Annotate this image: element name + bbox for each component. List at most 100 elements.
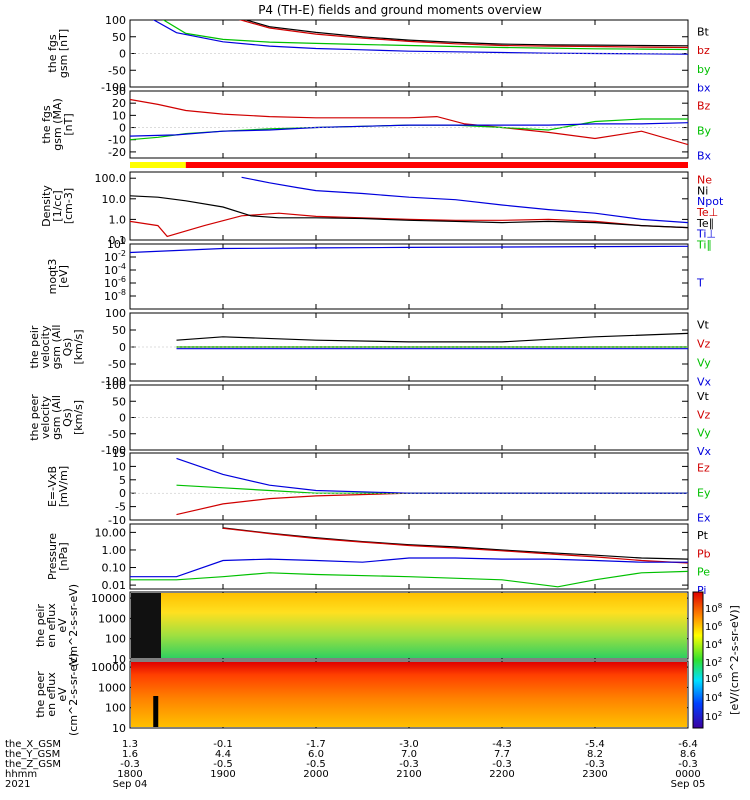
y-axis-label: Density [40,185,53,227]
panel-frame [129,452,689,521]
colorbar [692,591,704,729]
spectrogram-electron-gap [153,696,159,727]
y-axis-label: [nT] [62,113,75,135]
y-tick-label: 1.00 [102,544,127,557]
spectrogram-ion-dark-region [131,593,161,658]
y-tick-label: 10.0 [102,193,127,206]
y-tick-label: -10 [108,514,126,527]
y-axis-label: (cm^2-s-sr-eV) [67,584,80,667]
time-axis-value: -0.3 [120,759,140,770]
y-tick-label: -20 [108,146,126,159]
y-tick-label: -50 [108,358,126,371]
legend-Vy: Vy [697,427,711,440]
y-tick-label: 10.00 [95,526,127,539]
legend-Bx: Bx [697,150,712,163]
y-tick-label: 15 [112,447,126,460]
legend-bx: bx [697,82,711,95]
time-axis-value: 7.7 [494,749,510,760]
y-axis-label: the fgs [40,105,53,143]
y-tick-label: 0.01 [102,579,127,592]
chart-title: P4 (TH-E) fields and ground moments over… [258,3,542,17]
series-Ni-line [130,195,688,229]
legend-Vx: Vx [697,445,712,458]
y-axis-label: moqt3 [46,259,59,295]
y-tick-label: 1000 [98,681,126,694]
legend-Pi: Pi [697,584,706,597]
y-axis-label: [cm-3] [62,188,75,224]
legend-By: By [697,125,712,138]
y-axis-label: the peer [28,394,41,441]
y-axis-label: the peir [28,325,41,368]
time-axis-value: 8.2 [587,749,603,760]
legend-by: by [697,63,711,76]
time-axis-value: -0.5 [306,759,326,770]
series-by-line [162,20,688,51]
colorbar-tick-label: 102 [705,710,722,723]
spectrogram-ion [131,593,687,658]
time-axis-value: -4.3 [492,739,512,750]
time-axis-value: 1800 [117,769,142,780]
y-axis-label: [km/s] [72,329,85,364]
panel-frame [129,523,689,590]
spectrogram-electron [131,662,687,727]
y-axis-label: the fgs [46,34,59,72]
legend-Bz: Bz [697,100,711,113]
y-axis-label: en eflux [45,672,58,717]
legend-T: T [696,277,704,290]
time-axis-row-label: 2021 [5,779,30,790]
y-tick-label: 50 [112,324,126,337]
y-tick-label: 50 [112,31,126,44]
legend-Ti∥: Ti∥ [696,239,712,252]
colorbar-tick-label: 104 [705,638,723,651]
series-bz-line [238,20,688,49]
y-tick-label: 100 [105,379,126,392]
panel-frame [129,384,689,451]
legend-Vt: Vt [697,319,710,332]
time-axis-value: -3.0 [399,739,419,750]
time-axis-row-label: the_Z_GSM [5,759,61,770]
series-Ey-line [176,484,688,494]
time-axis-value: -0.1 [213,739,233,750]
legend-Pe: Pe [697,566,710,579]
y-axis-label: eV [56,687,69,702]
series-Pt-line [222,527,688,560]
y-axis-label: en eflux [45,603,58,648]
series-Ex-line [176,457,688,494]
y-tick-label: -50 [108,64,126,77]
y-axis-label: the peer [34,671,47,718]
series-Pi-line [130,557,688,578]
y-tick-label: -10 [108,134,126,147]
y-tick-label: 100 [105,307,126,320]
legend-Vy: Vy [697,357,711,370]
y-axis-label: Pressure [46,533,59,580]
y-axis-label: [eV] [57,265,70,288]
legend-Pt: Pt [697,529,709,542]
legend-bz: bz [697,44,710,57]
series-Pe-line [130,570,688,588]
y-tick-label: 10-2 [104,249,126,264]
y-tick-label: 20 [112,97,126,110]
time-axis-value: Sep 05 [671,779,706,790]
y-tick-label: 0 [119,412,126,425]
series-Vt-line [176,332,688,343]
time-axis-value: 1.6 [122,749,138,760]
y-tick-label: 10000 [91,592,126,605]
time-axis-value: 7.0 [401,749,417,760]
series-Bt-line [244,20,688,47]
panel-8: 10.00 1.00 0.10 0.01 Pressure[nPa] Pt Pb Pe Pi [46,523,711,597]
y-tick-label: 1000 [98,612,126,625]
time-axis-value: 4.4 [215,749,231,760]
y-axis-label: gsm (All [50,325,63,370]
legend-Vx: Vx [697,376,712,389]
status-bar-red [185,162,689,168]
time-axis-value: 1900 [210,769,235,780]
time-axis-value: -1.7 [306,739,326,750]
legend-Ey: Ey [697,487,711,500]
y-axis-label: velocity [39,325,52,368]
series-Bz-line [130,98,688,146]
time-axis-value: -0.3 [585,759,605,770]
legend-Te⊥: Te⊥ [696,206,718,219]
